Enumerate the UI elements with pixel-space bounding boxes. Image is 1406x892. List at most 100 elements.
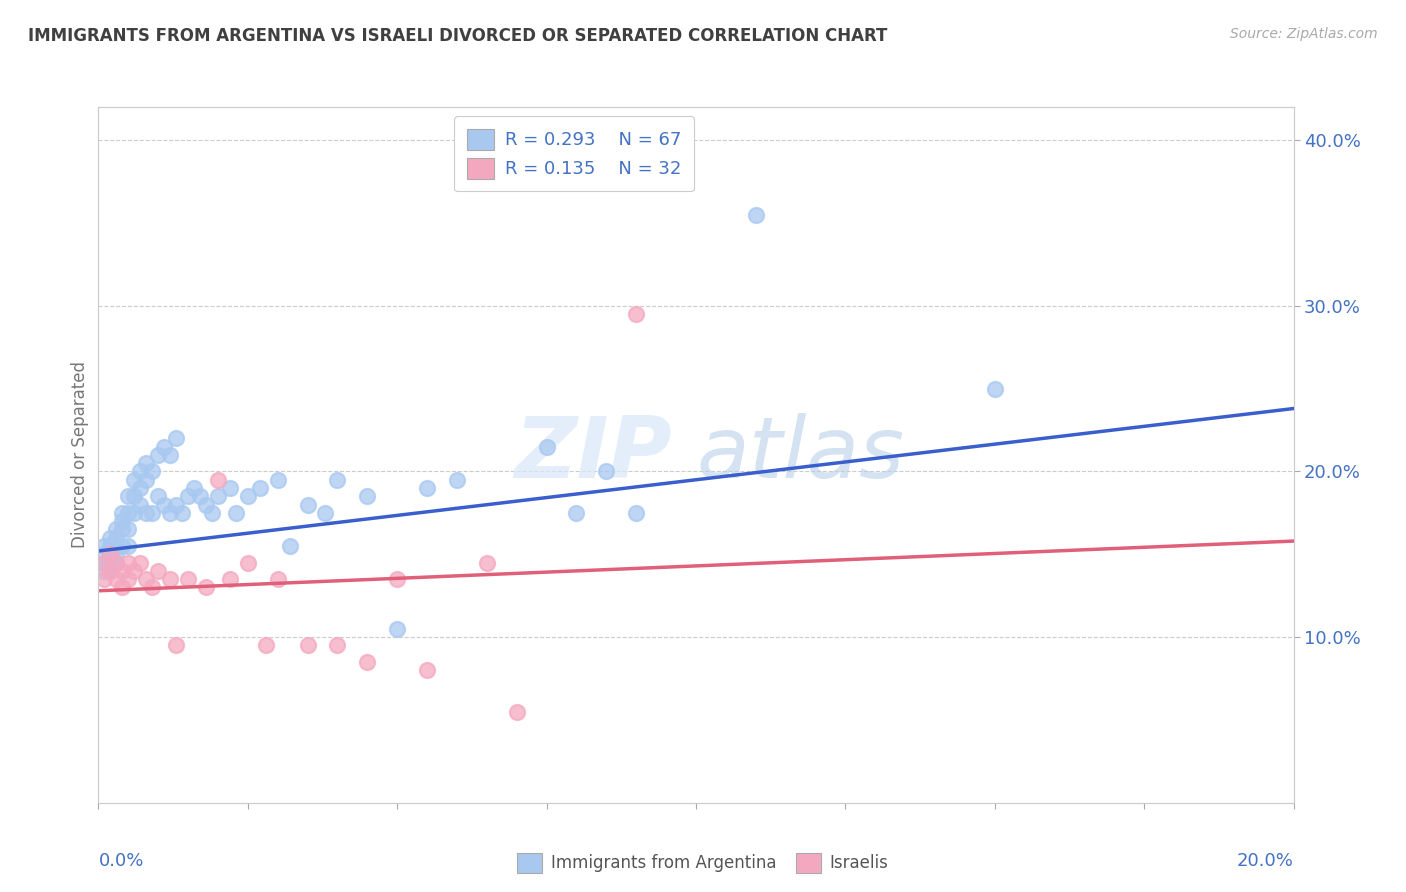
Point bbox=[100, 531, 122, 545]
Point bbox=[626, 307, 648, 321]
Point bbox=[117, 506, 139, 520]
Point bbox=[446, 473, 468, 487]
Point bbox=[201, 506, 224, 520]
Text: 0.0%: 0.0% bbox=[98, 852, 143, 870]
Point bbox=[100, 564, 122, 578]
Point bbox=[100, 564, 122, 578]
Point bbox=[236, 556, 259, 570]
Point bbox=[93, 547, 115, 561]
Text: ZIP: ZIP bbox=[515, 413, 672, 497]
Point bbox=[207, 473, 229, 487]
Point bbox=[148, 489, 170, 503]
Point bbox=[236, 489, 259, 503]
Point bbox=[93, 564, 115, 578]
Point bbox=[195, 498, 218, 512]
Point bbox=[177, 489, 200, 503]
Point bbox=[165, 498, 187, 512]
Point bbox=[356, 655, 378, 669]
Point bbox=[111, 514, 134, 528]
Point bbox=[129, 465, 152, 479]
Point bbox=[111, 523, 134, 537]
Point bbox=[153, 440, 176, 454]
Point bbox=[159, 448, 181, 462]
Point bbox=[93, 556, 115, 570]
Y-axis label: Divorced or Separated: Divorced or Separated bbox=[70, 361, 89, 549]
Text: Source: ZipAtlas.com: Source: ZipAtlas.com bbox=[1230, 27, 1378, 41]
Point bbox=[177, 572, 200, 586]
Point bbox=[141, 465, 163, 479]
Point bbox=[105, 531, 128, 545]
Point bbox=[141, 506, 163, 520]
Point bbox=[129, 481, 152, 495]
Point bbox=[172, 506, 194, 520]
Point bbox=[326, 639, 349, 653]
Point bbox=[385, 572, 409, 586]
Point bbox=[745, 208, 768, 222]
Point bbox=[225, 506, 247, 520]
Point bbox=[315, 506, 337, 520]
Point bbox=[385, 622, 409, 636]
Point bbox=[219, 572, 242, 586]
Point bbox=[100, 556, 122, 570]
Point bbox=[207, 489, 229, 503]
Point bbox=[117, 572, 139, 586]
Point bbox=[416, 663, 439, 677]
Point bbox=[326, 473, 349, 487]
Point bbox=[111, 581, 134, 595]
Point bbox=[195, 581, 218, 595]
Point bbox=[984, 382, 1007, 396]
Point bbox=[117, 489, 139, 503]
Text: atlas: atlas bbox=[696, 413, 904, 497]
Point bbox=[129, 498, 152, 512]
Point bbox=[105, 547, 128, 561]
Point bbox=[148, 448, 170, 462]
Point bbox=[475, 556, 498, 570]
Point bbox=[219, 481, 242, 495]
Point bbox=[565, 506, 588, 520]
Point bbox=[165, 639, 187, 653]
Point bbox=[135, 473, 157, 487]
Point bbox=[117, 556, 139, 570]
Point bbox=[93, 556, 115, 570]
Point bbox=[124, 564, 146, 578]
Point bbox=[135, 456, 157, 470]
Point bbox=[159, 572, 181, 586]
Point bbox=[188, 489, 211, 503]
Point bbox=[356, 489, 378, 503]
Point bbox=[105, 539, 128, 553]
Point bbox=[105, 556, 128, 570]
Point bbox=[100, 539, 122, 553]
Point bbox=[135, 506, 157, 520]
Point bbox=[93, 539, 115, 553]
Point bbox=[100, 547, 122, 561]
Point bbox=[416, 481, 439, 495]
Point bbox=[100, 547, 122, 561]
Legend: R = 0.293    N = 67, R = 0.135    N = 32: R = 0.293 N = 67, R = 0.135 N = 32 bbox=[454, 116, 693, 191]
Text: 20.0%: 20.0% bbox=[1237, 852, 1294, 870]
Point bbox=[93, 572, 115, 586]
Point bbox=[626, 506, 648, 520]
Point bbox=[124, 489, 146, 503]
Point bbox=[297, 498, 319, 512]
Point bbox=[129, 556, 152, 570]
Point bbox=[141, 581, 163, 595]
Point bbox=[267, 473, 290, 487]
Point bbox=[249, 481, 271, 495]
Point bbox=[117, 539, 139, 553]
Point bbox=[278, 539, 301, 553]
Point bbox=[111, 564, 134, 578]
Point bbox=[159, 506, 181, 520]
Legend: Immigrants from Argentina, Israelis: Immigrants from Argentina, Israelis bbox=[510, 847, 896, 880]
Point bbox=[595, 465, 617, 479]
Text: IMMIGRANTS FROM ARGENTINA VS ISRAELI DIVORCED OR SEPARATED CORRELATION CHART: IMMIGRANTS FROM ARGENTINA VS ISRAELI DIV… bbox=[28, 27, 887, 45]
Point bbox=[506, 705, 529, 719]
Point bbox=[148, 564, 170, 578]
Point bbox=[153, 498, 176, 512]
Point bbox=[267, 572, 290, 586]
Point bbox=[297, 639, 319, 653]
Point bbox=[135, 572, 157, 586]
Point bbox=[254, 639, 277, 653]
Point bbox=[536, 440, 558, 454]
Point bbox=[165, 431, 187, 445]
Point bbox=[105, 572, 128, 586]
